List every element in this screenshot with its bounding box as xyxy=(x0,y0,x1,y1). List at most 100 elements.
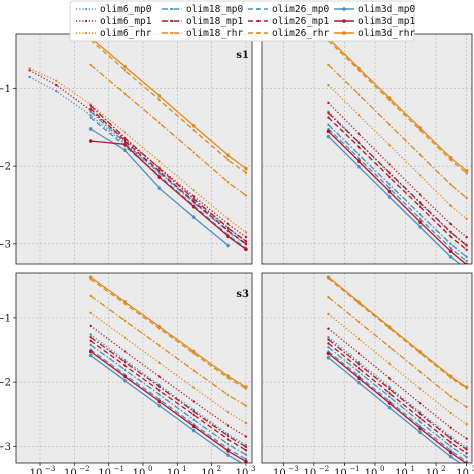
data-point-olim6_rhr xyxy=(28,67,31,70)
legend-marker-olim3d_mp0 xyxy=(342,7,346,11)
data-point-olim3d_mp1 xyxy=(157,175,162,179)
data-point-olim26_mp0 xyxy=(465,259,468,263)
data-point-olim6_rhr xyxy=(158,160,161,163)
series-group xyxy=(326,36,469,264)
data-point-olim18_mp0 xyxy=(465,255,468,259)
data-point-olim26_mp0 xyxy=(388,186,391,190)
data-point-olim3d_mp1 xyxy=(326,129,331,134)
data-point-olim26_mp1 xyxy=(388,392,391,395)
data-point-olim6_mp0 xyxy=(449,435,452,438)
data-point-olim3d_mp0 xyxy=(226,243,230,248)
series-line-olim26_mp0 xyxy=(328,350,467,463)
data-point-olim26_mp1 xyxy=(158,169,161,173)
x-tick-exponent: −2 xyxy=(319,465,329,473)
data-point-olim3d_mp0 xyxy=(326,134,331,139)
x-tick-label: 10 xyxy=(365,468,378,474)
data-point-olim6_mp0 xyxy=(89,333,92,336)
data-point-olim6_mp1 xyxy=(449,426,452,429)
series-line-olim26_mp0 xyxy=(328,128,468,262)
data-point-olim6_rhr xyxy=(226,410,230,414)
data-point-olim26_mp1 xyxy=(449,235,452,238)
data-point-olim6_rhr xyxy=(327,312,330,316)
data-point-olim3d_mp0 xyxy=(357,164,361,169)
data-point-olim26_rhr xyxy=(123,69,127,72)
data-point-olim18_mp0 xyxy=(226,442,230,446)
data-point-olim3d_mp1 xyxy=(191,204,196,209)
data-point-olim3d_mp1 xyxy=(123,142,127,147)
data-point-olim6_mp1 xyxy=(192,400,195,403)
series-line-olim3d_mp1 xyxy=(90,140,247,250)
x-tick-label: 10 xyxy=(334,468,347,474)
data-point-olim6_mp1 xyxy=(226,424,230,427)
data-point-olim3d_rhr xyxy=(418,126,422,130)
data-point-olim18_mp0 xyxy=(89,343,92,347)
data-point-olim18_mp0 xyxy=(123,368,127,372)
data-point-olim26_mp1 xyxy=(244,449,248,452)
data-point-olim18_rhr xyxy=(388,345,391,349)
data-point-olim18_mp1 xyxy=(89,336,92,339)
data-point-olim18_rhr xyxy=(327,295,330,299)
data-point-olim18_mp1 xyxy=(226,226,230,230)
x-tick-label: 10 xyxy=(133,468,146,474)
data-point-olim3d_mp0 xyxy=(123,378,127,383)
data-point-olim26_mp1 xyxy=(465,452,468,455)
data-point-olim18_mp1 xyxy=(123,360,127,364)
data-point-olim18_mp1 xyxy=(465,448,468,451)
data-point-olim6_mp1 xyxy=(388,377,391,380)
data-point-olim6_rhr xyxy=(465,422,468,426)
data-point-olim18_rhr xyxy=(123,319,127,323)
data-point-olim18_mp1 xyxy=(465,243,468,247)
data-point-olim18_mp1 xyxy=(158,167,161,170)
data-point-olim26_rhr xyxy=(465,171,468,175)
legend-marker-olim18_rhr xyxy=(170,31,174,35)
data-point-olim18_mp1 xyxy=(449,437,452,440)
data-point-olim6_rhr xyxy=(357,337,361,341)
data-point-olim18_rhr xyxy=(226,181,230,184)
data-point-olim6_mp1 xyxy=(158,375,161,378)
data-point-olim3d_rhr xyxy=(448,155,453,160)
series-line-olim26_mp0 xyxy=(90,349,247,460)
data-point-olim6_mp0 xyxy=(55,89,58,93)
x-tick-exponent: 0 xyxy=(148,465,152,473)
data-point-olim18_mp0 xyxy=(418,420,422,424)
data-point-olim18_rhr xyxy=(158,121,161,125)
series-line-olim6_mp0 xyxy=(90,334,247,446)
y-tick-label: −1 xyxy=(0,313,11,324)
x-tick-label: 10 xyxy=(304,468,317,474)
data-point-olim3d_mp1 xyxy=(448,249,453,254)
data-point-olim3d_mp1 xyxy=(88,139,93,143)
data-point-olim3d_rhr xyxy=(326,275,331,280)
data-point-olim3d_rhr xyxy=(244,385,248,389)
data-point-olim18_mp1 xyxy=(327,111,330,115)
y-tick-label: −2 xyxy=(0,162,11,173)
data-point-olim26_rhr xyxy=(158,98,161,102)
data-point-olim3d_mp1 xyxy=(326,351,331,356)
data-point-olim6_mp1 xyxy=(55,83,58,87)
series-line-olim3d_mp1 xyxy=(328,130,467,264)
data-point-olim3d_mp1 xyxy=(387,189,392,194)
series-line-olim3d_mp1 xyxy=(90,350,247,463)
data-point-olim18_mp1 xyxy=(388,171,391,174)
series-line-olim6_mp0 xyxy=(328,336,467,448)
data-point-olim18_rhr xyxy=(418,370,422,373)
data-point-olim6_mp1 xyxy=(192,194,195,198)
x-tick-label: 10 xyxy=(98,468,111,474)
legend-marker-olim26_mp1 xyxy=(256,19,260,23)
data-point-olim18_mp0 xyxy=(388,395,391,399)
data-point-olim3d_mp0 xyxy=(191,428,196,433)
x-tick-exponent: −3 xyxy=(288,465,298,473)
data-point-olim3d_mp0 xyxy=(418,225,422,229)
series-line-olim6_rhr xyxy=(29,67,247,234)
data-point-olim18_rhr xyxy=(123,92,127,96)
series-group xyxy=(28,35,248,252)
data-point-olim18_mp1 xyxy=(244,240,248,243)
data-point-olim3d_mp0 xyxy=(88,127,93,131)
data-point-olim18_mp1 xyxy=(123,136,127,140)
data-point-olim18_rhr xyxy=(449,395,452,398)
data-point-olim6_mp0 xyxy=(28,75,31,79)
data-point-olim3d_rhr xyxy=(357,300,361,304)
data-point-olim6_mp0 xyxy=(465,445,468,449)
series-line-olim18_rhr xyxy=(90,295,247,407)
data-point-olim18_mp0 xyxy=(89,110,92,113)
data-point-olim3d_mp0 xyxy=(326,355,331,360)
